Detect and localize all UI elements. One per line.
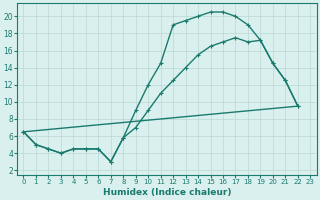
X-axis label: Humidex (Indice chaleur): Humidex (Indice chaleur) (103, 188, 231, 197)
